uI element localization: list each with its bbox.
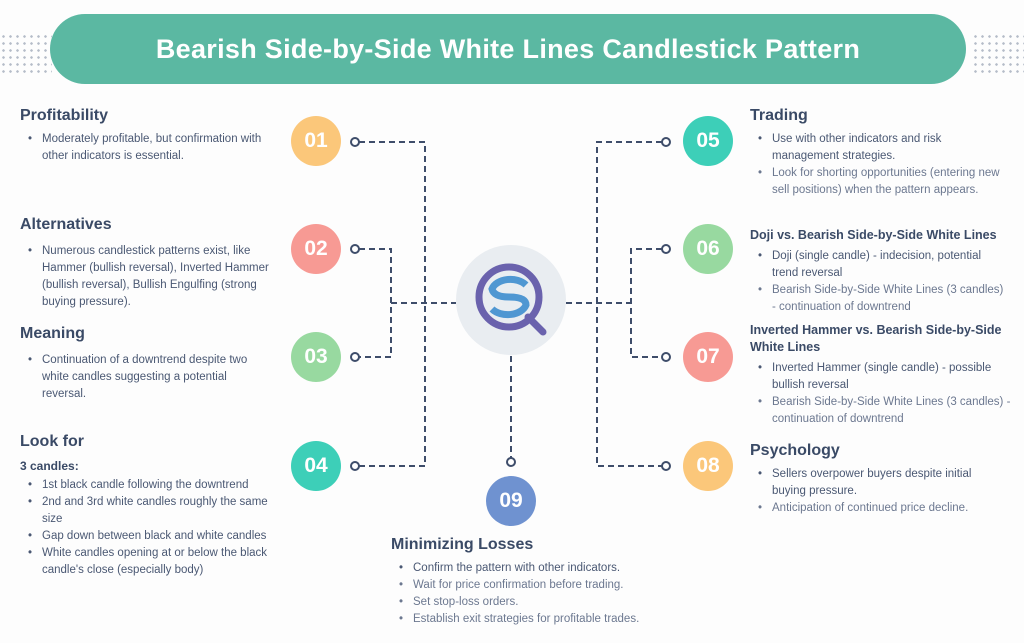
section-profitability: Profitability Moderately profitable, but… [20,107,290,165]
section-heading: Trading [750,107,808,124]
bullet: Confirm the pattern with other indicator… [391,560,681,577]
section-heading: Inverted Hammer vs. Bearish Side-by-Side… [750,323,1002,354]
section-look-for: Look for 3 candles: 1st black candle fol… [20,433,280,579]
page-title: Bearish Side-by-Side White Lines Candles… [155,33,861,64]
section-psychology: Psychology Sellers overpower buyers desp… [750,442,1000,517]
bullet: Establish exit strategies for profitable… [391,611,681,628]
bullet: Bearish Side-by-Side White Lines (3 cand… [750,394,1015,428]
section-trading: Trading Use with other indicators and ri… [750,107,1000,199]
section-doji-comparison: Doji vs. Bearish Side-by-Side White Line… [750,227,1010,316]
step-01-badge: 01 [291,116,341,166]
step-06-badge: 06 [683,224,733,274]
section-minimizing-losses: Minimizing Losses Confirm the pattern wi… [391,536,681,628]
dot-pattern-left [0,33,52,73]
title-banner: Bearish Side-by-Side White Lines Candles… [50,14,966,84]
section-heading: Doji vs. Bearish Side-by-Side White Line… [750,228,997,242]
bullet: Gap down between black and white candles [20,528,280,545]
step-08-badge: 08 [683,441,733,491]
bullet: 1st black candle following the downtrend [20,477,280,494]
section-heading: Psychology [750,442,840,459]
step-02-badge: 02 [291,224,341,274]
bullet: 2nd and 3rd white candles roughly the sa… [20,494,280,528]
step-07-badge: 07 [683,332,733,382]
section-heading: Look for [20,433,84,450]
section-subheading: 3 candles: [20,459,79,473]
bullet: Look for shorting opportunities (enterin… [750,165,1000,199]
section-meaning: Meaning Continuation of a downtrend desp… [20,325,265,403]
sq-magnifier-logo-icon [475,263,547,336]
bullet: White candles opening at or below the bl… [20,545,280,579]
section-heading: Meaning [20,325,85,342]
bullet: Set stop-loss orders. [391,594,681,611]
section-alternatives: Alternatives Numerous candlestick patter… [20,216,285,311]
bullet: Inverted Hammer (single candle) - possib… [750,360,1015,394]
bullet: Anticipation of continued price decline. [750,500,1000,517]
step-03-badge: 03 [291,332,341,382]
bullet: Doji (single candle) - indecision, poten… [750,248,1010,282]
dot-pattern-right [972,33,1024,73]
bullet: Use with other indicators and risk manag… [750,131,1000,165]
bullet: Numerous candlestick patterns exist, lik… [20,243,285,311]
bullet: Continuation of a downtrend despite two … [20,352,265,403]
section-heading: Minimizing Losses [391,536,534,553]
step-09-badge: 09 [486,476,536,526]
section-inverted-hammer-comparison: Inverted Hammer vs. Bearish Side-by-Side… [750,322,1015,428]
bullet: Sellers overpower buyers despite initial… [750,466,1000,500]
step-04-badge: 04 [291,441,341,491]
section-heading: Profitability [20,107,109,124]
step-05-badge: 05 [683,116,733,166]
bullet: Moderately profitable, but confirmation … [20,131,290,165]
section-heading: Alternatives [20,216,112,233]
bullet: Wait for price confirmation before tradi… [391,577,681,594]
logo [456,245,566,355]
bullet: Bearish Side-by-Side White Lines (3 cand… [750,282,1010,316]
